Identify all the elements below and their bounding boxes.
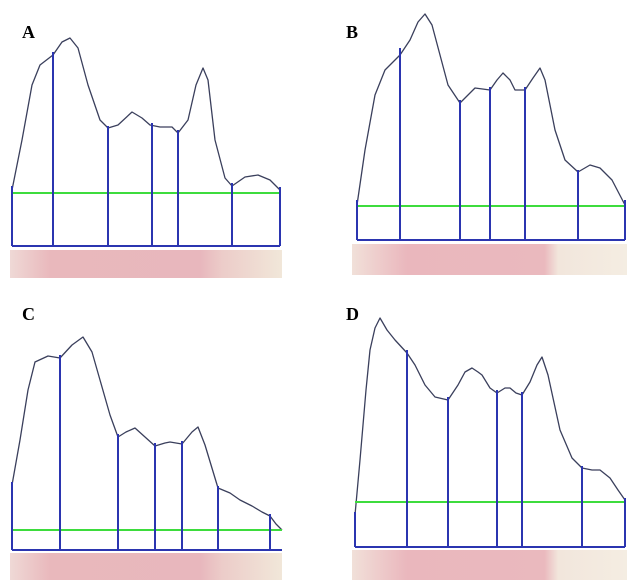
panel-b: B <box>346 14 627 275</box>
lane-lines <box>12 52 280 246</box>
density-curve <box>12 337 282 530</box>
lane-lines <box>12 355 270 550</box>
panel-d: D <box>346 304 627 580</box>
strip <box>10 553 282 580</box>
panel-label: C <box>22 304 35 324</box>
panel-c: C <box>10 304 282 580</box>
strip <box>10 250 282 278</box>
figure: A B C <box>0 0 629 580</box>
density-curve <box>355 318 625 515</box>
panel-a: A <box>10 22 282 278</box>
lane-lines <box>355 350 625 547</box>
panel-label: D <box>346 304 359 324</box>
panel-label: A <box>22 22 35 42</box>
strip <box>352 244 627 275</box>
strip <box>352 550 627 580</box>
panel-label: B <box>346 22 358 42</box>
lane-lines <box>357 48 625 240</box>
